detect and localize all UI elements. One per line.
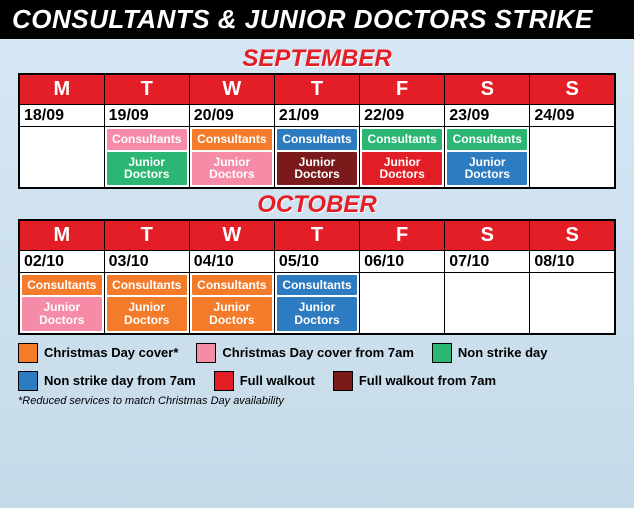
day-cell: 19/09ConsultantsJunior Doctors: [104, 105, 189, 188]
day-header: T: [274, 220, 359, 251]
date-label: 03/10: [105, 251, 189, 273]
calendar-container: SEPTEMBERMTWTFSS18/0919/09ConsultantsJun…: [0, 39, 634, 335]
date-label: 04/10: [190, 251, 274, 273]
legend-swatch: [214, 371, 234, 391]
day-header: S: [530, 74, 615, 105]
date-label: 02/10: [20, 251, 104, 273]
legend-swatch: [18, 371, 38, 391]
day-cell: 20/09ConsultantsJunior Doctors: [189, 105, 274, 188]
day-header: M: [19, 74, 104, 105]
date-label: 20/09: [190, 105, 274, 127]
legend-label: Full walkout from 7am: [359, 373, 496, 388]
legend-label: Non strike day: [458, 345, 548, 360]
strike-slot: Junior Doctors: [447, 152, 527, 185]
day-cell: 24/09: [530, 105, 615, 188]
strike-slot: Junior Doctors: [107, 152, 187, 185]
day-header: M: [19, 220, 104, 251]
strike-slot: Consultants: [362, 129, 442, 150]
legend-label: Christmas Day cover from 7am: [222, 345, 413, 360]
legend-label: Full walkout: [240, 373, 315, 388]
date-label: 23/09: [445, 105, 529, 127]
strike-slot: Consultants: [107, 129, 187, 150]
legend-item: Full walkout: [214, 371, 315, 391]
date-label: 22/09: [360, 105, 444, 127]
date-label: 24/09: [530, 105, 614, 127]
day-header: F: [360, 74, 445, 105]
day-header: W: [189, 74, 274, 105]
date-label: 19/09: [105, 105, 189, 127]
page-title: CONSULTANTS & JUNIOR DOCTORS STRIKE: [0, 0, 634, 39]
day-cell: 06/10: [360, 250, 445, 333]
date-label: 18/09: [20, 105, 104, 127]
day-header: T: [104, 74, 189, 105]
strike-slot: Consultants: [277, 275, 357, 296]
strike-slot: Junior Doctors: [362, 152, 442, 185]
strike-slot: Consultants: [192, 129, 272, 150]
strike-slot: Consultants: [447, 129, 527, 150]
day-header: F: [360, 220, 445, 251]
calendar-october: MTWTFSS02/10ConsultantsJunior Doctors03/…: [18, 219, 616, 335]
strike-slot: Consultants: [107, 275, 187, 296]
strike-slot: Junior Doctors: [192, 152, 272, 185]
legend-swatch: [333, 371, 353, 391]
day-cell: 04/10ConsultantsJunior Doctors: [189, 250, 274, 333]
strike-slot: Consultants: [192, 275, 272, 296]
calendar-september: MTWTFSS18/0919/09ConsultantsJunior Docto…: [18, 73, 616, 189]
legend: Christmas Day cover* Christmas Day cover …: [0, 335, 634, 395]
strike-slot: Consultants: [22, 275, 102, 296]
month-label: SEPTEMBER: [18, 45, 616, 73]
date-label: 08/10: [530, 251, 614, 273]
legend-label: Christmas Day cover*: [44, 345, 178, 360]
day-cell: 07/10: [445, 250, 530, 333]
day-cell: 03/10ConsultantsJunior Doctors: [104, 250, 189, 333]
day-header: S: [445, 74, 530, 105]
legend-label: Non strike day from 7am: [44, 373, 196, 388]
strike-slot: Junior Doctors: [192, 297, 272, 330]
strike-slot: Junior Doctors: [277, 152, 357, 185]
day-header: S: [530, 220, 615, 251]
legend-item: Christmas Day cover*: [18, 343, 178, 363]
day-cell: 05/10ConsultantsJunior Doctors: [274, 250, 359, 333]
strike-slot: Junior Doctors: [277, 297, 357, 330]
legend-item: Non strike day from 7am: [18, 371, 196, 391]
day-cell: 21/09ConsultantsJunior Doctors: [274, 105, 359, 188]
month-label: OCTOBER: [18, 191, 616, 219]
day-header: T: [104, 220, 189, 251]
date-label: 21/09: [275, 105, 359, 127]
day-cell: 23/09ConsultantsJunior Doctors: [445, 105, 530, 188]
legend-item: Non strike day: [432, 343, 548, 363]
day-header: S: [445, 220, 530, 251]
legend-swatch: [432, 343, 452, 363]
day-header: T: [274, 74, 359, 105]
legend-swatch: [18, 343, 38, 363]
strike-slot: Junior Doctors: [22, 297, 102, 330]
legend-swatch: [196, 343, 216, 363]
day-cell: 02/10ConsultantsJunior Doctors: [19, 250, 104, 333]
date-label: 05/10: [275, 251, 359, 273]
footnote: *Reduced services to match Christmas Day…: [0, 395, 634, 413]
day-cell: 08/10: [530, 250, 615, 333]
strike-slot: Consultants: [277, 129, 357, 150]
day-cell: 18/09: [19, 105, 104, 188]
day-cell: 22/09ConsultantsJunior Doctors: [360, 105, 445, 188]
strike-slot: Junior Doctors: [107, 297, 187, 330]
legend-item: Christmas Day cover from 7am: [196, 343, 413, 363]
date-label: 07/10: [445, 251, 529, 273]
date-label: 06/10: [360, 251, 444, 273]
legend-item: Full walkout from 7am: [333, 371, 496, 391]
day-header: W: [189, 220, 274, 251]
